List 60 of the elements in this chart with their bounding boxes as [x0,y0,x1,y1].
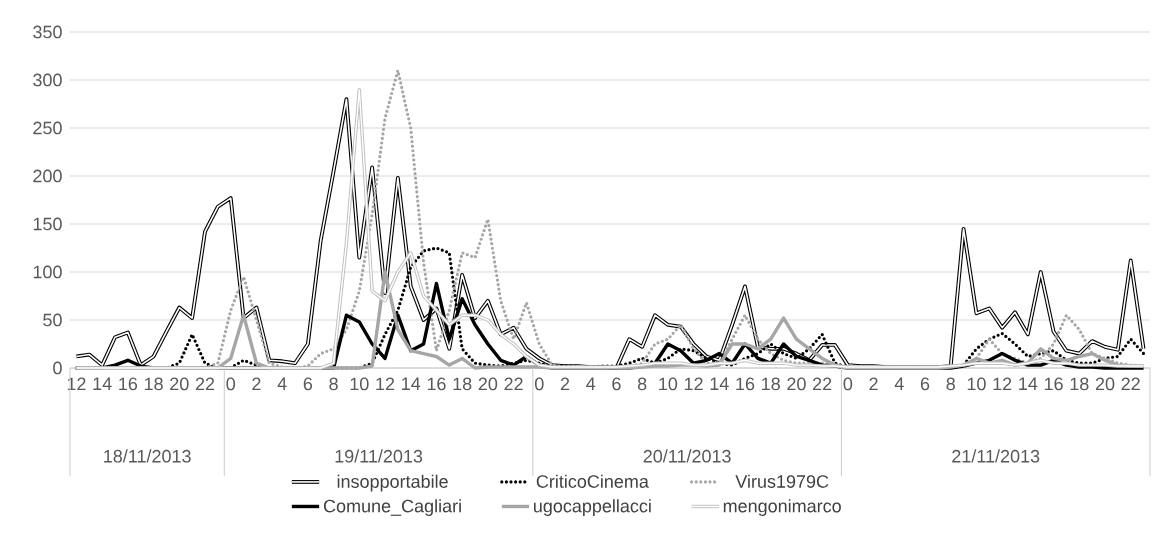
x-tick-label: 22 [813,377,832,391]
legend-label: CriticoCinema [536,474,649,488]
legend-label: insopportabile [337,474,448,492]
x-tick-label: 4 [894,377,904,390]
x-tick-label: 18 [1070,377,1089,391]
x-tick-label: 4 [277,377,287,390]
x-tick-label: 22 [504,377,523,391]
text: 19/11/2013 [335,449,423,463]
x-tick-label: 2 [869,377,878,391]
x-tick-label: 2 [252,377,261,391]
x-tick-label: 14 [1019,377,1038,390]
y-tick-label: 250 [33,121,62,135]
x-tick-label: 0 [226,377,236,391]
x-tick-label: 12 [684,377,703,391]
x-tick-label: 8 [329,377,338,391]
x-tick-label: 14 [402,377,421,390]
x-tick-label: 18 [453,377,472,391]
x-tick-label: 12 [376,377,395,391]
x-tick-label: 12 [67,377,86,391]
x-tick-label: 16 [1044,377,1063,391]
legend-label: Virus1979C [735,474,829,488]
y-tick-label: 200 [33,169,62,183]
x-tick-label: 10 [659,377,678,391]
x-tick-label: 6 [303,377,313,391]
y-tick-label: 0 [53,361,62,375]
x-tick-label: 16 [736,377,755,391]
y-tick-label: 50 [43,313,62,327]
x-tick-label: 6 [612,377,621,391]
x-tick-label: 10 [350,377,369,391]
x-tick-label: 2 [560,377,570,391]
x-tick-label: 8 [946,377,955,391]
y-tick-label: 300 [33,73,62,87]
x-tick-label: 0 [843,377,853,391]
x-tick-label: 18 [762,377,780,391]
x-tick-label: 20 [787,377,806,391]
x-tick-label: 18 [144,377,163,391]
x-tick-label: 14 [710,377,729,390]
text: 18/11/2013 [104,449,191,463]
x-tick-label: 16 [427,377,446,391]
x-tick-label: 22 [1121,377,1140,391]
text: 21/11/2013 [952,449,1040,463]
legend-label: mengonimarco [723,499,841,516]
y-tick-label: 350 [33,25,62,39]
x-tick-label: 0 [534,377,544,391]
x-tick-label: 20 [478,377,498,391]
x-tick-label: 16 [119,377,138,391]
x-tick-label: 20 [1095,377,1115,391]
x-tick-label: 4 [586,377,596,390]
text: 20/11/2013 [643,449,731,463]
x-tick-label: 20 [170,377,189,391]
x-tick-label: 10 [967,377,986,391]
x-tick-label: 22 [195,377,215,391]
y-tick-label: 150 [33,217,62,231]
x-tick-label: 8 [637,377,647,391]
y-tick-label: 100 [33,265,62,279]
legend-label: ugocappellacci [534,499,651,516]
legend-label: Comune_Cagliari [323,499,461,516]
x-tick-label: 6 [920,377,930,391]
x-tick-label: 14 [93,377,112,390]
x-tick-label: 12 [993,377,1012,391]
